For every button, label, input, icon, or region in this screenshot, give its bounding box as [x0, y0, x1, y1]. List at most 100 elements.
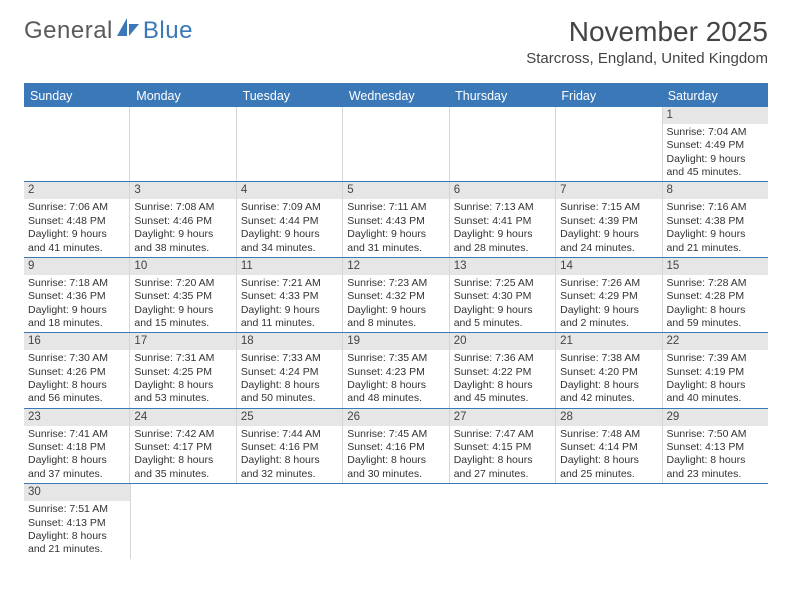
- empty-cell: [556, 107, 662, 181]
- week-row: 30Sunrise: 7:51 AMSunset: 4:13 PMDayligh…: [24, 484, 768, 558]
- daylight-line: Daylight: 8 hours and 40 minutes.: [667, 379, 764, 406]
- day-cell: 14Sunrise: 7:26 AMSunset: 4:29 PMDayligh…: [556, 258, 662, 332]
- sunrise-line: Sunrise: 7:28 AM: [667, 277, 764, 290]
- sunrise-line: Sunrise: 7:50 AM: [667, 428, 764, 441]
- sunrise-line: Sunrise: 7:42 AM: [134, 428, 231, 441]
- week-row: 1Sunrise: 7:04 AMSunset: 4:49 PMDaylight…: [24, 107, 768, 182]
- day-number: 8: [663, 182, 768, 199]
- week-row: 2Sunrise: 7:06 AMSunset: 4:48 PMDaylight…: [24, 182, 768, 257]
- sunset-line: Sunset: 4:16 PM: [347, 441, 444, 454]
- sunrise-line: Sunrise: 7:39 AM: [667, 352, 764, 365]
- sunset-line: Sunset: 4:32 PM: [347, 290, 444, 303]
- sunrise-line: Sunrise: 7:15 AM: [560, 201, 657, 214]
- day-number: 30: [24, 484, 130, 501]
- day-cell: 6Sunrise: 7:13 AMSunset: 4:41 PMDaylight…: [450, 182, 556, 256]
- sunset-line: Sunset: 4:44 PM: [241, 215, 338, 228]
- sunset-line: Sunset: 4:33 PM: [241, 290, 338, 303]
- sunrise-line: Sunrise: 7:48 AM: [560, 428, 657, 441]
- day-number: 14: [556, 258, 661, 275]
- daylight-line: Daylight: 9 hours and 41 minutes.: [28, 228, 125, 255]
- daylight-line: Daylight: 8 hours and 42 minutes.: [560, 379, 657, 406]
- sunrise-line: Sunrise: 7:23 AM: [347, 277, 444, 290]
- sunset-line: Sunset: 4:36 PM: [28, 290, 125, 303]
- day-number: 12: [343, 258, 448, 275]
- sunrise-line: Sunrise: 7:25 AM: [454, 277, 551, 290]
- day-number: 1: [663, 107, 768, 124]
- day-cell: 27Sunrise: 7:47 AMSunset: 4:15 PMDayligh…: [450, 409, 556, 483]
- daylight-line: Daylight: 8 hours and 27 minutes.: [454, 454, 551, 481]
- daylight-line: Daylight: 8 hours and 59 minutes.: [667, 304, 764, 331]
- sunset-line: Sunset: 4:30 PM: [454, 290, 551, 303]
- daylight-line: Daylight: 9 hours and 18 minutes.: [28, 304, 125, 331]
- weekday-header: Sunday: [24, 85, 130, 107]
- day-number: 2: [24, 182, 129, 199]
- sunset-line: Sunset: 4:14 PM: [560, 441, 657, 454]
- day-cell: 22Sunrise: 7:39 AMSunset: 4:19 PMDayligh…: [663, 333, 768, 407]
- empty-cell: [450, 107, 556, 181]
- day-cell: 17Sunrise: 7:31 AMSunset: 4:25 PMDayligh…: [130, 333, 236, 407]
- empty-cell: [237, 484, 343, 558]
- day-cell: 12 Sunrise: 7:23 AMSunset: 4:32 PMDayligh…: [343, 258, 449, 332]
- daylight-line: Daylight: 8 hours and 48 minutes.: [347, 379, 444, 406]
- empty-cell: [24, 107, 130, 181]
- sunset-line: Sunset: 4:20 PM: [560, 366, 657, 379]
- day-number: 10: [130, 258, 235, 275]
- daylight-line: Daylight: 8 hours and 32 minutes.: [241, 454, 338, 481]
- daylight-line: Daylight: 9 hours and 8 minutes.: [347, 304, 444, 331]
- sunset-line: Sunset: 4:48 PM: [28, 215, 125, 228]
- sunset-line: Sunset: 4:18 PM: [28, 441, 125, 454]
- empty-cell: [237, 107, 343, 181]
- day-number: 24: [130, 409, 235, 426]
- day-number: 26: [343, 409, 448, 426]
- daylight-line: Daylight: 9 hours and 2 minutes.: [560, 304, 657, 331]
- day-cell: 11Sunrise: 7:21 AMSunset: 4:33 PMDayligh…: [237, 258, 343, 332]
- day-cell: 13Sunrise: 7:25 AMSunset: 4:30 PMDayligh…: [450, 258, 556, 332]
- daylight-line: Daylight: 8 hours and 45 minutes.: [454, 379, 551, 406]
- daylight-line: Daylight: 8 hours and 21 minutes.: [28, 530, 126, 557]
- day-cell: 28 Sunrise: 7:48 AMSunset: 4:14 PMDayligh…: [556, 409, 662, 483]
- day-number: 25: [237, 409, 342, 426]
- daylight-line: Daylight: 8 hours and 35 minutes.: [134, 454, 231, 481]
- weekday-header: Monday: [130, 85, 236, 107]
- day-cell: 16Sunrise: 7:30 AMSunset: 4:26 PMDayligh…: [24, 333, 130, 407]
- daylight-line: Daylight: 9 hours and 28 minutes.: [454, 228, 551, 255]
- sunrise-line: Sunrise: 7:26 AM: [560, 277, 657, 290]
- weekday-header-row: SundayMondayTuesdayWednesdayThursdayFrid…: [24, 85, 768, 107]
- day-number: 17: [130, 333, 235, 350]
- empty-cell: [450, 484, 556, 558]
- header: General Blue November 2025 Starcross, En…: [0, 0, 792, 75]
- daylight-line: Daylight: 9 hours and 24 minutes.: [560, 228, 657, 255]
- day-number: 5: [343, 182, 448, 199]
- day-cell: 26Sunrise: 7:45 AMSunset: 4:16 PMDayligh…: [343, 409, 449, 483]
- day-cell: 8Sunrise: 7:16 AMSunset: 4:38 PMDaylight…: [663, 182, 768, 256]
- sunrise-line: Sunrise: 7:06 AM: [28, 201, 125, 214]
- sunrise-line: Sunrise: 7:45 AM: [347, 428, 444, 441]
- sunrise-line: Sunrise: 7:09 AM: [241, 201, 338, 214]
- day-number: 3: [130, 182, 235, 199]
- empty-cell: [343, 107, 449, 181]
- day-number: 28: [556, 409, 661, 426]
- empty-cell: [343, 484, 449, 558]
- sunset-line: Sunset: 4:19 PM: [667, 366, 764, 379]
- day-cell: 19Sunrise: 7:35 AMSunset: 4:23 PMDayligh…: [343, 333, 449, 407]
- sunrise-line: Sunrise: 7:16 AM: [667, 201, 764, 214]
- calendar: SundayMondayTuesdayWednesdayThursdayFrid…: [24, 83, 768, 559]
- day-cell: 3Sunrise: 7:08 AMSunset: 4:46 PMDaylight…: [130, 182, 236, 256]
- day-cell: 1Sunrise: 7:04 AMSunset: 4:49 PMDaylight…: [663, 107, 768, 181]
- day-number: 29: [663, 409, 768, 426]
- title-block: November 2025 Starcross, England, United…: [526, 16, 768, 67]
- daylight-line: Daylight: 8 hours and 23 minutes.: [667, 454, 764, 481]
- daylight-line: Daylight: 9 hours and 5 minutes.: [454, 304, 551, 331]
- sunset-line: Sunset: 4:16 PM: [241, 441, 338, 454]
- daylight-line: Daylight: 8 hours and 50 minutes.: [241, 379, 338, 406]
- sunrise-line: Sunrise: 7:38 AM: [560, 352, 657, 365]
- daylight-line: Daylight: 8 hours and 25 minutes.: [560, 454, 657, 481]
- sunrise-line: Sunrise: 7:33 AM: [241, 352, 338, 365]
- daylight-line: Daylight: 9 hours and 11 minutes.: [241, 304, 338, 331]
- sunset-line: Sunset: 4:26 PM: [28, 366, 125, 379]
- day-cell: 18Sunrise: 7:33 AMSunset: 4:24 PMDayligh…: [237, 333, 343, 407]
- day-cell: 10Sunrise: 7:20 AMSunset: 4:35 PMDayligh…: [130, 258, 236, 332]
- day-cell: 24Sunrise: 7:42 AMSunset: 4:17 PMDayligh…: [130, 409, 236, 483]
- sunrise-line: Sunrise: 7:20 AM: [134, 277, 231, 290]
- day-cell: 5Sunrise: 7:11 AMSunset: 4:43 PMDaylight…: [343, 182, 449, 256]
